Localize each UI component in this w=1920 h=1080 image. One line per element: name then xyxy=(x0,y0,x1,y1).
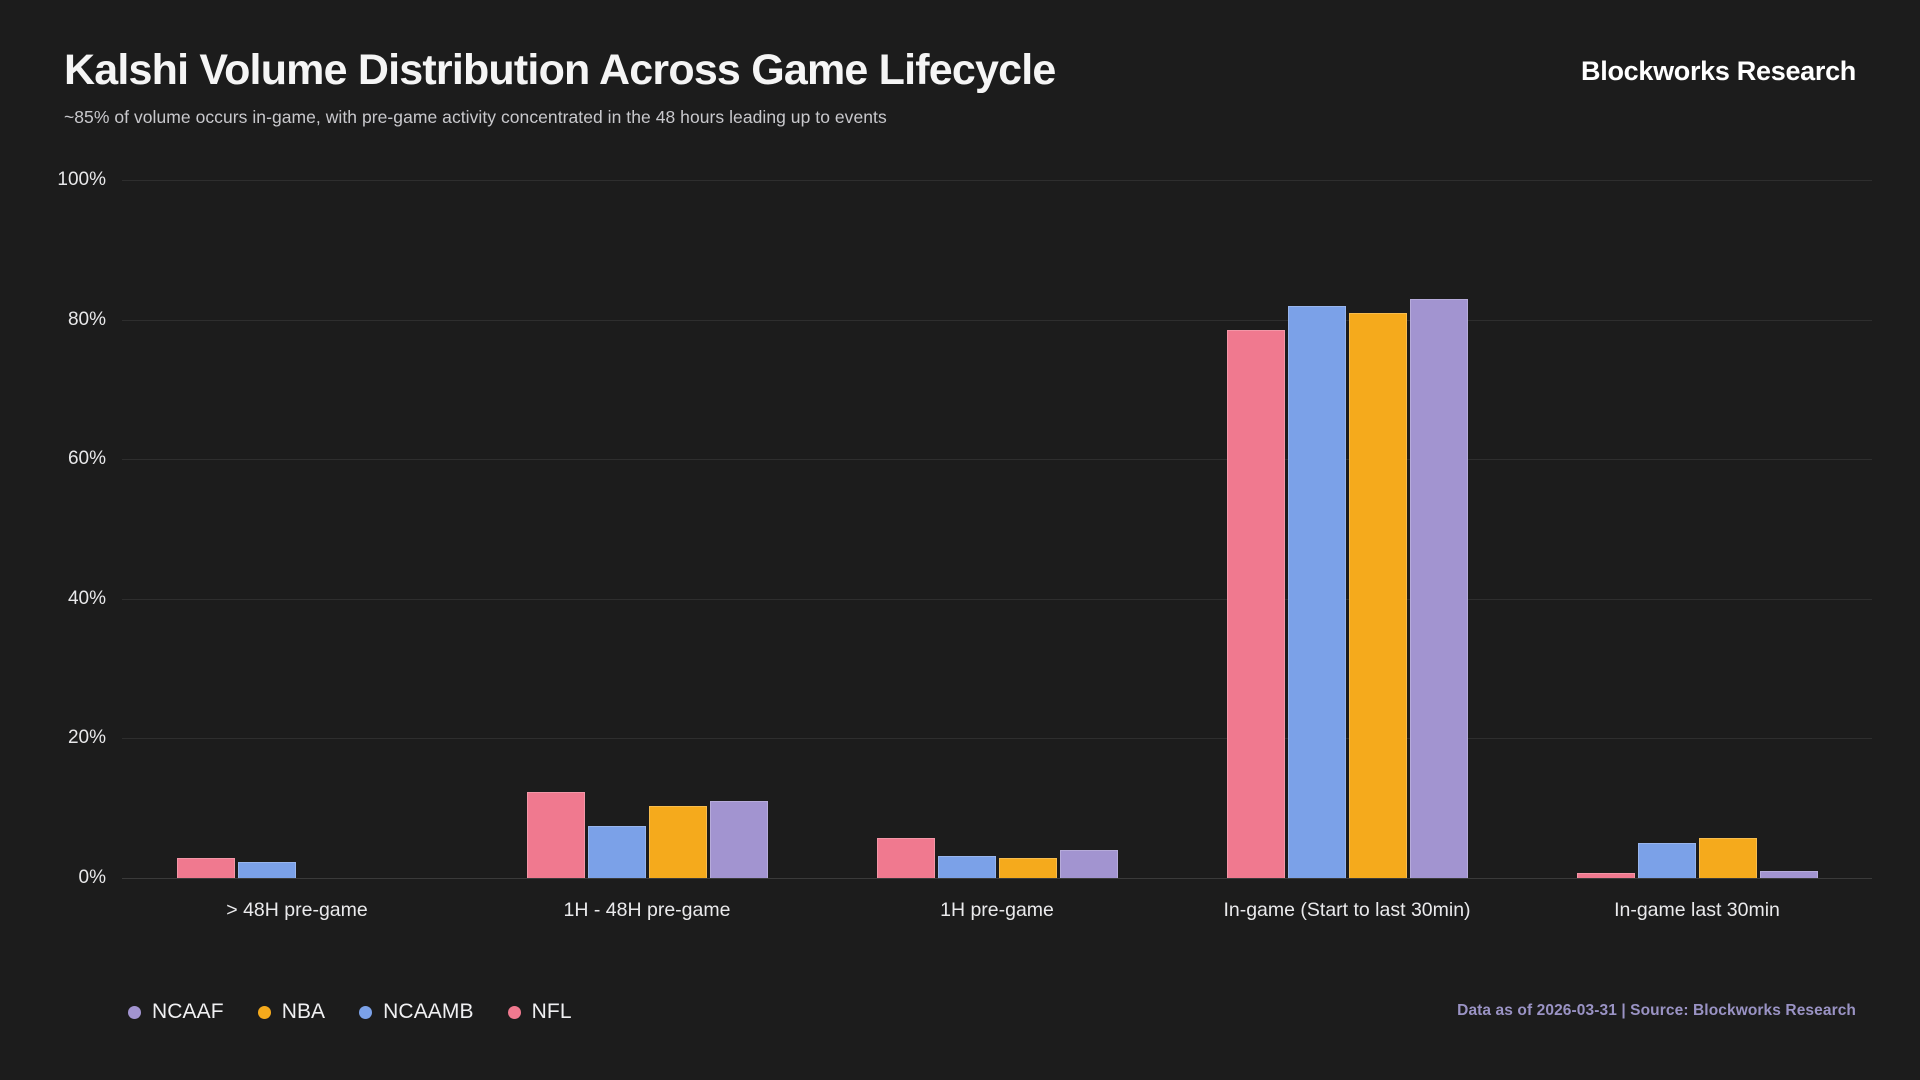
bar-nfl[interactable] xyxy=(1226,330,1285,878)
bar-ncaamb[interactable] xyxy=(587,826,646,878)
bar-ncaaf[interactable] xyxy=(1759,871,1818,878)
x-axis-tick-label: In-game (Start to last 30min) xyxy=(1223,899,1471,921)
bar-group: In-game (Start to last 30min) xyxy=(1172,180,1522,921)
y-axis-tick-label: 80% xyxy=(67,308,106,330)
bar-nba[interactable] xyxy=(1348,312,1407,878)
source-note: Data as of 2026-03-31 | Source: Blockwor… xyxy=(1457,1002,1856,1019)
bar-group: 1H pre-game xyxy=(822,180,1172,921)
legend-item-ncaamb[interactable]: NCAAMB xyxy=(359,1000,474,1024)
legend-swatch-icon xyxy=(257,1005,271,1019)
bar-nba[interactable] xyxy=(998,857,1057,878)
bar-nfl[interactable] xyxy=(876,837,935,878)
bar-group-bars xyxy=(1172,180,1522,878)
legend-item-nba[interactable]: NBA xyxy=(257,1000,326,1024)
page-subtitle: ~85% of volume occurs in-game, with pre-… xyxy=(64,107,887,128)
bar-ncaamb[interactable] xyxy=(237,861,296,878)
x-axis-tick-label: 1H pre-game xyxy=(940,899,1054,921)
bar-nba[interactable] xyxy=(648,806,707,878)
bar-group: > 48H pre-game xyxy=(122,180,472,921)
chart-bars-layer: > 48H pre-game 1H - 48H pre-game 1H pre-ga… xyxy=(122,180,1872,940)
x-axis-tick-label: 1H - 48H pre-game xyxy=(563,899,731,921)
bar-ncaamb[interactable] xyxy=(937,855,996,878)
bar-ncaamb[interactable] xyxy=(1637,843,1696,878)
legend-label: NFL xyxy=(531,1000,572,1023)
gridline-80 xyxy=(122,319,1872,321)
brand-logo-text: Blockworks Research xyxy=(1581,56,1856,86)
legend-label: NCAAMB xyxy=(383,1000,474,1023)
gridline-100 xyxy=(122,180,1872,181)
chart-legend: NCAAF NBA NCAAMB NFL xyxy=(128,1000,572,1024)
bar-group: In-game last 30min xyxy=(1522,180,1872,921)
legend-item-nfl[interactable]: NFL xyxy=(507,1000,572,1024)
legend-swatch-icon xyxy=(359,1005,373,1019)
legend-swatch-icon xyxy=(507,1005,521,1019)
y-axis-tick-label: 40% xyxy=(67,587,106,609)
y-axis-tick-label: 100% xyxy=(57,169,106,190)
gridline-40 xyxy=(122,598,1872,600)
y-axis-tick-label: 0% xyxy=(78,867,106,888)
bar-group-bars xyxy=(1522,180,1872,878)
bar-group-bars xyxy=(822,180,1172,878)
bar-ncaaf[interactable] xyxy=(709,801,768,878)
legend-item-ncaaf[interactable]: NCAAF xyxy=(128,1000,224,1024)
legend-label: NBA xyxy=(281,1000,326,1023)
x-axis-tick-label: In-game last 30min xyxy=(1614,899,1780,921)
bar-nfl[interactable] xyxy=(526,792,585,878)
bar-nfl[interactable] xyxy=(1576,873,1635,878)
legend-swatch-icon xyxy=(128,1005,141,1019)
page-title: Kalshi Volume Distribution Across Game L… xyxy=(64,46,1056,94)
bar-ncaamb[interactable] xyxy=(1287,305,1346,878)
chart-plot-area: 0% 20% 40% 60% 80% 100% > 48H pre-game 1H - 48… xyxy=(0,169,1920,940)
bar-nfl[interactable] xyxy=(176,857,235,878)
bar-group: 1H - 48H pre-game xyxy=(472,180,822,921)
chart-header: Kalshi Volume Distribution Across Game L… xyxy=(64,46,1856,148)
bar-group-bars xyxy=(122,180,472,878)
gridline-60 xyxy=(122,459,1872,461)
bar-group-bars xyxy=(472,180,822,878)
y-axis-tick-label: 20% xyxy=(67,727,106,749)
bar-ncaaf[interactable] xyxy=(1059,850,1118,878)
gridline-0 xyxy=(122,878,1872,879)
chart-gridlines: 0% 20% 40% 60% 80% 100% xyxy=(0,169,1920,940)
x-axis-tick-label: > 48H pre-game xyxy=(226,899,368,921)
y-axis-tick-label: 60% xyxy=(67,448,106,470)
legend-label: NCAAF xyxy=(152,1000,224,1023)
gridline-20 xyxy=(122,738,1872,740)
bar-nba[interactable] xyxy=(1698,838,1757,878)
bar-ncaaf[interactable] xyxy=(1409,298,1468,878)
